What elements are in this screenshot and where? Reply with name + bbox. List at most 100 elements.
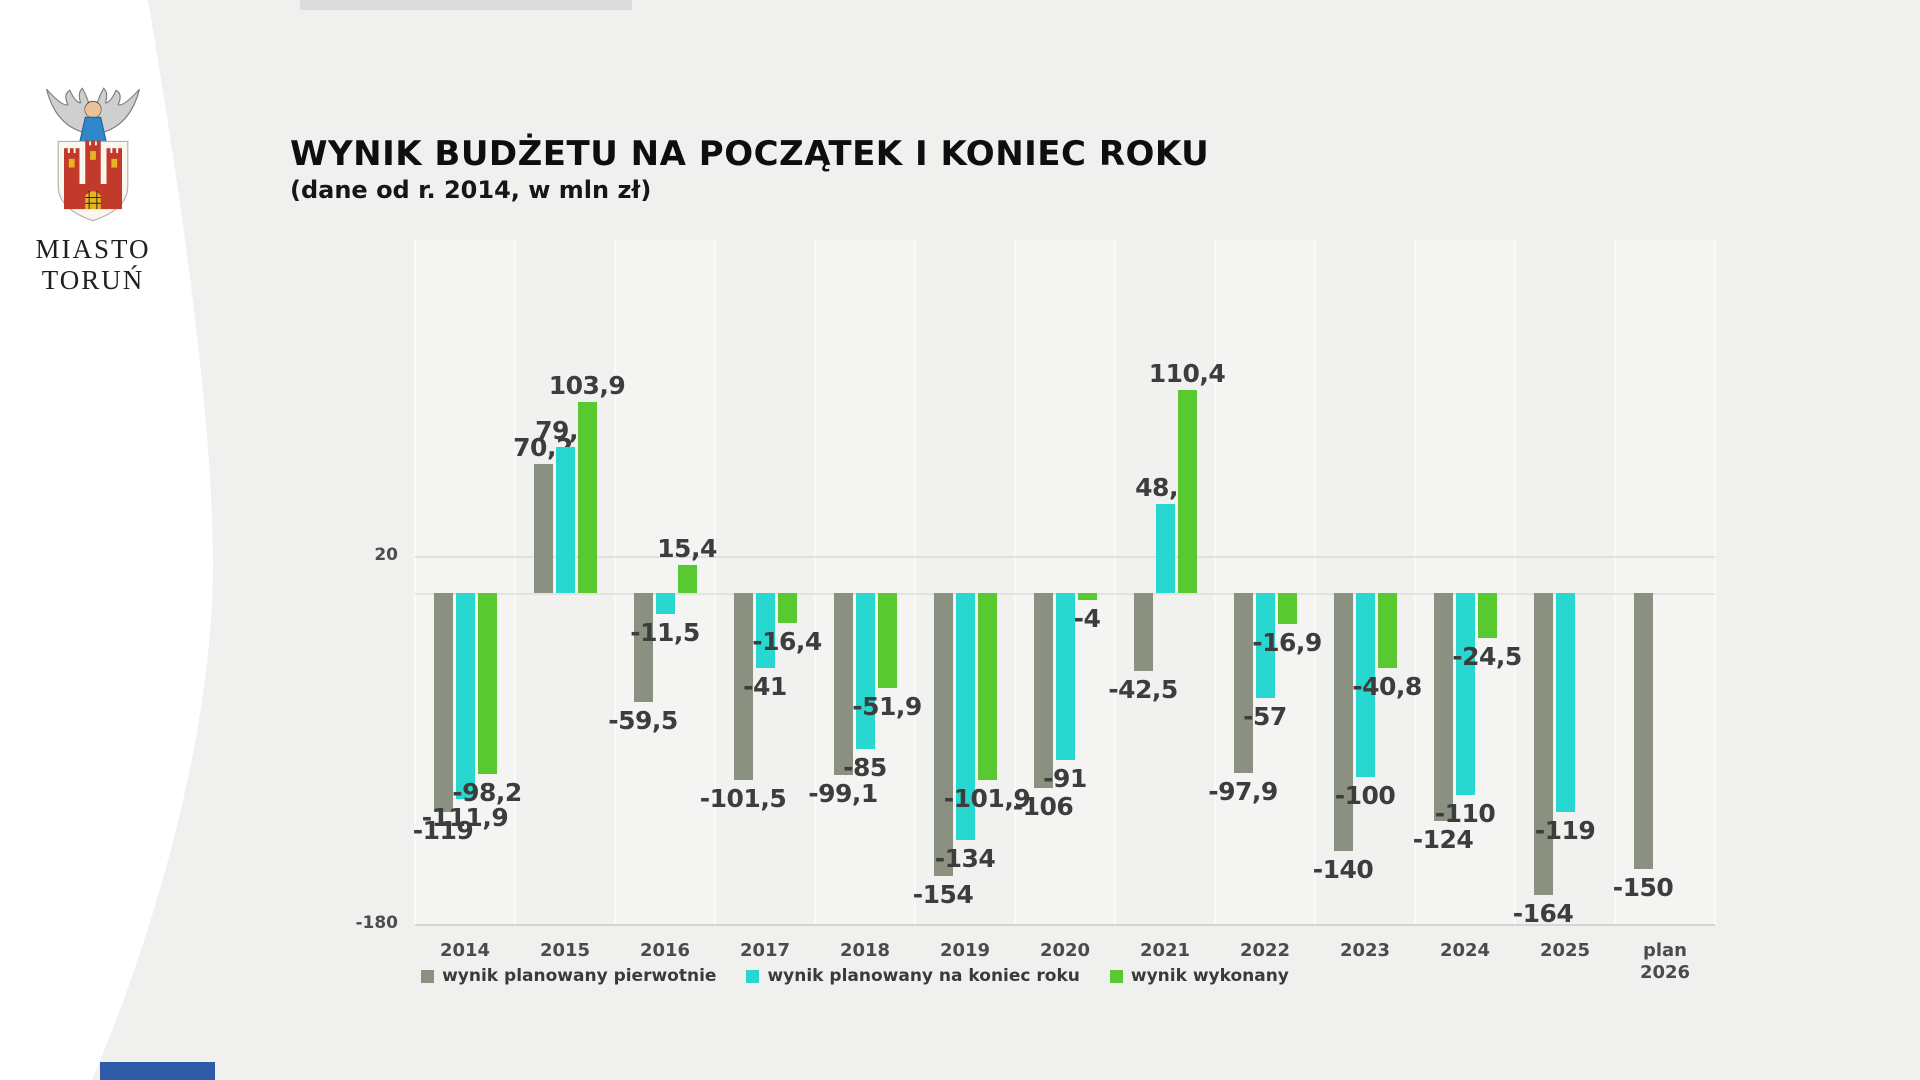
bar-value-label: 15,4 [657, 534, 717, 563]
bar-value-label: -124 [1412, 825, 1474, 854]
vertical-gridline [1414, 240, 1416, 925]
bar [1033, 593, 1053, 788]
bar [1255, 593, 1275, 698]
vertical-gridline [1214, 240, 1216, 925]
bar [1077, 593, 1097, 600]
x-axis-label: plan 2026 [1615, 940, 1715, 984]
bar [633, 593, 653, 702]
page-subtitle: (dane od r. 2014, w mln zł) [290, 176, 652, 204]
bar [1555, 593, 1575, 812]
x-axis-label: 2016 [615, 940, 715, 962]
bar-value-label: -41 [743, 672, 787, 701]
bar [455, 593, 475, 799]
bar [777, 593, 797, 623]
bar [577, 402, 597, 593]
x-axis-label-line: 2015 [539, 940, 591, 961]
logo-text: MIASTO TORUŃ [28, 234, 158, 296]
bar [1055, 593, 1075, 760]
x-axis-label: 2015 [515, 940, 615, 962]
bar-value-label: -24,5 [1452, 642, 1522, 671]
bar [955, 593, 975, 840]
vertical-gridline [414, 240, 416, 925]
x-axis-label: 2014 [415, 940, 515, 962]
bar-value-label: -101,5 [699, 784, 787, 813]
bar [1155, 504, 1175, 593]
bar-value-label: -100 [1334, 781, 1396, 810]
bar-value-label: -91 [1043, 764, 1087, 793]
x-axis-label-line: 2022 [1239, 940, 1291, 961]
bar [433, 593, 453, 812]
legend-swatch-icon [746, 969, 760, 983]
bar [1177, 390, 1197, 593]
page-title: WYNIK BUDŻETU NA POCZĄTEK I KONIEC ROKU [290, 134, 1210, 174]
bar [555, 447, 575, 593]
column-stripe [1315, 240, 1415, 925]
bar [1133, 593, 1153, 671]
vertical-gridline [914, 240, 916, 925]
x-axis-label-line: 2023 [1339, 940, 1391, 961]
angel-wing-right [94, 87, 140, 135]
bar-value-label: 103,9 [548, 371, 626, 400]
column-stripe [715, 240, 815, 925]
column-stripe [1415, 240, 1515, 925]
x-axis-label: 2023 [1315, 940, 1415, 962]
top-gray-strip [300, 0, 632, 10]
bar-value-label: -140 [1312, 855, 1374, 884]
legend-item: wynik planowany pierwotnie [421, 966, 716, 986]
bar-value-label: -106 [1012, 792, 1074, 821]
x-axis-label-line: 2020 [1039, 940, 1091, 961]
x-axis-label: 2017 [715, 940, 815, 962]
bar [1377, 593, 1397, 668]
bar-value-label: -57 [1243, 702, 1287, 731]
bar [933, 593, 953, 876]
x-axis-label: 2025 [1515, 940, 1615, 962]
bar-value-label: -11,5 [630, 618, 700, 647]
bar-value-label: -98,2 [452, 778, 522, 807]
bar-value-label: -134 [934, 844, 996, 873]
bar-value-label: 48,1 [1135, 473, 1195, 502]
bar-value-label: -164 [1512, 899, 1574, 928]
portcullis [85, 190, 101, 210]
x-axis-label-line: 2024 [1439, 940, 1491, 961]
y-axis-label: -180 [355, 913, 398, 933]
vertical-gridline [1314, 240, 1316, 925]
bar-value-label: -119 [1534, 816, 1596, 845]
column-stripe [1015, 240, 1115, 925]
y-axis-label: 20 [374, 545, 398, 565]
bar [477, 593, 497, 774]
x-axis-label-line: 2025 [1539, 940, 1591, 961]
x-axis-label-line: 2019 [939, 940, 991, 961]
logo-text-line2: TORUŃ [41, 265, 145, 295]
vertical-gridline [614, 240, 616, 925]
bar-value-label: -16,9 [1252, 628, 1322, 657]
bar [1355, 593, 1375, 777]
column-stripe [815, 240, 915, 925]
bar [1477, 593, 1497, 638]
x-axis-label-line: 2018 [839, 940, 891, 961]
x-axis-label-line: plan [1642, 940, 1687, 961]
bar [655, 593, 675, 614]
column-stripe [615, 240, 715, 925]
vertical-gridline [1014, 240, 1016, 925]
bar-value-label: -42,5 [1108, 675, 1178, 704]
bar-value-label: 110,4 [1148, 359, 1226, 388]
horizontal-gridline [415, 924, 1715, 926]
column-stripe [1615, 240, 1715, 925]
bar [1333, 593, 1353, 851]
x-axis-label: 2020 [1015, 940, 1115, 962]
x-axis-label-line: 2016 [639, 940, 691, 961]
logo-text-line1: MIASTO [35, 234, 151, 264]
x-axis-label-line: 2014 [439, 940, 491, 961]
bar [1633, 593, 1653, 869]
legend-item: wynik wykonany [1109, 966, 1289, 986]
bar [1433, 593, 1453, 821]
left-panel-curve [0, 0, 214, 1080]
bar [855, 593, 875, 749]
legend-label: wynik planowany pierwotnie [442, 966, 717, 986]
bar-value-label: -51,9 [852, 692, 922, 721]
bar-value-label: 79,6 [535, 416, 595, 445]
bar-value-label: -16,4 [752, 627, 822, 656]
chart-legend: wynik planowany pierwotnie wynik planowan… [415, 966, 1295, 986]
